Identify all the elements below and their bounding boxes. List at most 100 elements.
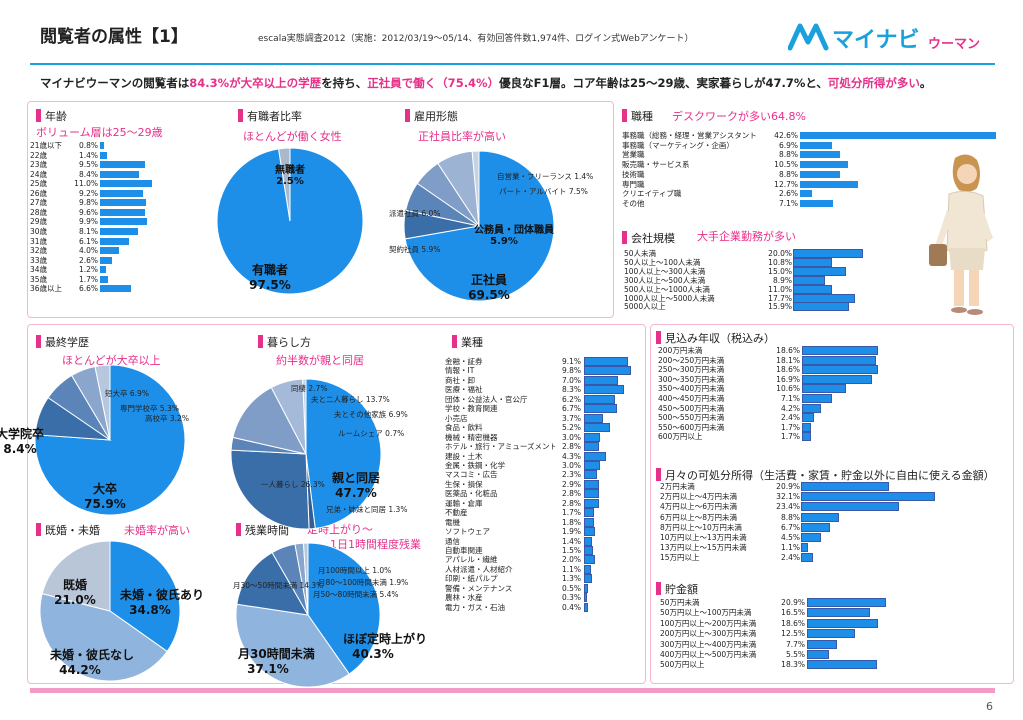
page-title: 閲覧者の属性【1】	[40, 27, 188, 47]
age-category-label: 34歳	[30, 265, 48, 275]
overtime-slice-label: 月30時間未満 37.1%	[238, 645, 315, 676]
savings-category-label: 300万円以上〜400万円未満	[660, 639, 757, 649]
age-value-label: 9.6%	[78, 207, 98, 217]
education-slice-name: 専門学校卒	[120, 404, 158, 413]
industry-category-label: 生保・損保	[445, 479, 483, 489]
survey-note: escala実態調査2012（実施：2012/03/19〜05/14、有効回答件…	[258, 34, 694, 44]
age-category-label: 28歳	[30, 207, 48, 217]
disposable-bar	[801, 502, 899, 512]
industry-bar	[584, 527, 595, 537]
age-bar	[100, 256, 113, 264]
industry-category-label: 警備・メンテナンス	[445, 583, 513, 593]
education-slice-label: 大卒 75.9%	[75, 480, 135, 511]
disposable-value-label: 2.4%	[780, 553, 800, 563]
industry-category-label: 食品・飲料	[445, 423, 483, 433]
savings-value-label: 16.5%	[781, 608, 805, 618]
overtime-slice-label: ほぼ定時上がり 40.3%	[343, 630, 427, 661]
overtime-note-2: 1日1時間程度残業	[330, 538, 421, 551]
work_rate-slice-name: 有職者	[251, 263, 288, 277]
overtime-slice	[302, 542, 309, 616]
industry-value-label: 2.8%	[561, 442, 581, 452]
living-slice-value: 13.7%	[365, 395, 390, 404]
income-value-label: 16.9%	[776, 374, 800, 384]
overtime-slice-value: 5.4%	[379, 590, 399, 599]
logo-sub-text: ウーマン	[928, 37, 980, 52]
industry-value-label: 8.3%	[561, 385, 581, 395]
work_rate-slice-value: 2.5%	[276, 176, 304, 187]
savings-category-label: 200万円以上〜300万円未満	[660, 629, 757, 639]
header-divider	[30, 63, 995, 65]
industry-category-label: アパレル・繊維	[445, 555, 498, 565]
age-bar	[100, 275, 108, 283]
job-bar	[800, 141, 832, 149]
company-value-label: 11.0%	[768, 284, 792, 294]
education-slice-value: 5.3%	[159, 404, 179, 413]
age-category-label: 22歳	[30, 150, 48, 160]
income-category-label: 450〜500万円未満	[658, 403, 725, 413]
education-note: ほとんどが大卒以上	[62, 354, 161, 367]
company-category-label: 50人以上〜100人未満	[624, 257, 701, 267]
age-value-label: 1.4%	[78, 150, 98, 160]
income-value-label: 1.7%	[780, 422, 800, 432]
company-value-label: 17.7%	[768, 293, 792, 303]
income-bar	[802, 403, 821, 413]
industry-bar	[584, 442, 599, 452]
disposable-value-label: 32.1%	[776, 492, 800, 502]
education-slice-name: 大卒	[92, 482, 117, 496]
education-slice-name: 短大卒	[105, 389, 128, 398]
disposable-bar	[801, 482, 889, 491]
industry-value-label: 3.7%	[561, 413, 581, 423]
marriage-note: 未婚率が高い	[124, 524, 190, 537]
education-slice	[34, 364, 186, 516]
employment-slice-label: 契約社員 5.9%	[389, 244, 440, 255]
income-value-label: 18.6%	[776, 346, 800, 355]
industry-category-label: 人材派遣・人材紹介	[445, 564, 513, 574]
company-category-label: 1000人以上〜5000人未満	[624, 293, 715, 303]
living-slice	[302, 378, 307, 455]
living-slice-value: 6.9%	[388, 410, 408, 419]
age-bar	[100, 266, 106, 274]
age-value-label: 6.6%	[78, 284, 98, 294]
disposable-bar	[800, 522, 831, 532]
income-bar	[801, 355, 877, 365]
industry-category-label: 農林・水産	[445, 593, 483, 603]
company-title: 会社規模	[622, 230, 675, 246]
employment-slice-label: 公務員・団体職員 5.9%	[474, 221, 554, 247]
education-slice-name: 高校卒	[145, 414, 168, 423]
company-bar	[793, 249, 863, 258]
job-category-label: 販売職・サービス系	[622, 160, 690, 170]
overtime-slice-name: 月100時間以上	[318, 566, 370, 575]
industry-category-label: 印刷・紙パルプ	[445, 574, 498, 584]
income-category-label: 600万円以上	[658, 432, 703, 442]
job-value-label: 2.6%	[778, 189, 798, 199]
employment-slice	[404, 150, 555, 302]
disposable-category-label: 2万円以上〜4万円未満	[660, 492, 738, 502]
age-bar	[100, 237, 129, 245]
job-category-label: その他	[622, 198, 645, 208]
job-bar	[800, 170, 841, 178]
overtime-slice-label: 月50〜80時間未満 5.4%	[313, 589, 399, 600]
employment-note: 正社員比率が高い	[418, 130, 506, 143]
income-category-label: 200〜250万円未満	[658, 355, 725, 365]
income-bar	[801, 384, 847, 394]
headline: マイナビウーマンの閲覧者は84.3%が大卒以上の学歴を持ち、正社員で働く（75.…	[40, 75, 1015, 91]
age-bar	[100, 142, 104, 149]
income-bar	[801, 394, 833, 403]
industry-value-label: 0.4%	[561, 602, 581, 612]
overtime-title: 残業時間	[236, 522, 289, 538]
overtime-slice-label: 月30〜50時間未満 14.3%	[233, 580, 323, 591]
job-bar	[800, 132, 996, 139]
industry-bar	[584, 394, 615, 404]
industry-bar	[584, 423, 610, 433]
age-bar	[100, 285, 132, 293]
industry-value-label: 1.5%	[561, 546, 581, 555]
industry-category-label: 機械・精密機器	[445, 432, 498, 442]
company-value-label: 15.0%	[768, 266, 792, 276]
disposable-value-label: 8.8%	[780, 512, 800, 522]
industry-category-label: 小売店	[445, 413, 468, 423]
headline-highlight-3: 可処分所得が多い	[827, 76, 920, 90]
job-value-label: 10.5%	[774, 160, 798, 170]
overtime-slice-value: 14.3%	[299, 581, 324, 590]
education-slice	[94, 364, 111, 441]
living-slice-value: 47.7%	[335, 486, 377, 500]
